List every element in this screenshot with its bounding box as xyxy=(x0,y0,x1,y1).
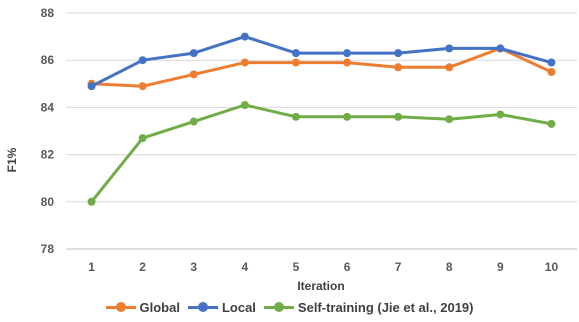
x-tick-label: 3 xyxy=(190,260,197,274)
legend-label: Self-training (Jie et al., 2019) xyxy=(297,299,474,315)
data-point-global xyxy=(240,58,249,67)
data-point-global xyxy=(445,63,454,72)
series-line-self-training-jie-et-al-2019 xyxy=(90,103,552,203)
x-tick-label: 4 xyxy=(242,260,249,274)
data-point-global xyxy=(189,70,198,79)
y-tick-label: 80 xyxy=(41,195,55,209)
data-point-self-training-jie-et-al-2019 xyxy=(291,112,300,121)
data-point-self-training-jie-et-al-2019 xyxy=(343,112,352,121)
legend-item: Global xyxy=(105,299,180,315)
legend-label: Global xyxy=(139,299,180,315)
y-tick-label: 84 xyxy=(41,100,55,114)
legend-swatch xyxy=(105,301,136,313)
data-point-self-training-jie-et-al-2019 xyxy=(87,197,96,206)
legend-item: Self-training (Jie et al., 2019) xyxy=(263,299,474,315)
legend-swatch xyxy=(187,301,218,313)
series-line-global xyxy=(91,46,553,88)
data-point-local xyxy=(138,56,147,65)
data-point-local xyxy=(394,49,403,58)
data-point-local xyxy=(343,49,352,58)
x-tick-label: 7 xyxy=(395,260,402,274)
x-tick-label: 6 xyxy=(344,260,351,274)
data-point-global xyxy=(138,82,147,91)
data-point-global xyxy=(291,58,300,67)
x-axis-ticks: 1 2 3 4 5 6 7 8 9 10 xyxy=(88,260,558,274)
y-tick-label: 88 xyxy=(41,6,55,20)
data-point-local xyxy=(240,32,249,41)
data-point-local xyxy=(445,44,454,53)
data-point-self-training-jie-et-al-2019 xyxy=(496,110,505,119)
series-group xyxy=(87,32,556,206)
legend-item: Local xyxy=(187,299,256,315)
data-point-self-training-jie-et-al-2019 xyxy=(189,117,198,126)
data-point-global xyxy=(343,58,352,67)
series-line-local xyxy=(90,35,552,88)
data-point-local xyxy=(189,49,198,58)
x-tick-label: 10 xyxy=(545,260,559,274)
data-point-self-training-jie-et-al-2019 xyxy=(445,115,454,124)
data-point-self-training-jie-et-al-2019 xyxy=(394,112,403,121)
x-tick-label: 2 xyxy=(139,260,146,274)
x-axis-title: Iteration xyxy=(297,279,344,293)
data-point-global xyxy=(394,63,403,72)
data-point-self-training-jie-et-al-2019 xyxy=(240,101,249,110)
data-point-local xyxy=(496,44,505,53)
x-tick-label: 5 xyxy=(293,260,300,274)
y-axis-ticks: 78 80 82 84 86 88 xyxy=(41,6,55,256)
y-tick-label: 86 xyxy=(41,53,55,67)
data-point-self-training-jie-et-al-2019 xyxy=(138,134,147,143)
legend: Global Local Self-training (Jie et al., 20… xyxy=(0,296,579,318)
legend-label: Local xyxy=(221,299,256,315)
y-tick-label: 82 xyxy=(41,148,55,162)
data-point-self-training-jie-et-al-2019 xyxy=(547,119,556,128)
legend-swatch xyxy=(263,301,294,313)
data-point-global xyxy=(547,68,556,76)
x-tick-label: 9 xyxy=(497,260,504,274)
y-tick-label: 78 xyxy=(41,242,55,256)
data-point-local xyxy=(87,82,96,91)
data-point-local xyxy=(547,58,556,67)
x-tick-label: 8 xyxy=(446,260,453,274)
data-point-local xyxy=(291,49,300,58)
y-axis-title: F1% xyxy=(5,147,19,172)
x-tick-label: 1 xyxy=(88,260,95,274)
